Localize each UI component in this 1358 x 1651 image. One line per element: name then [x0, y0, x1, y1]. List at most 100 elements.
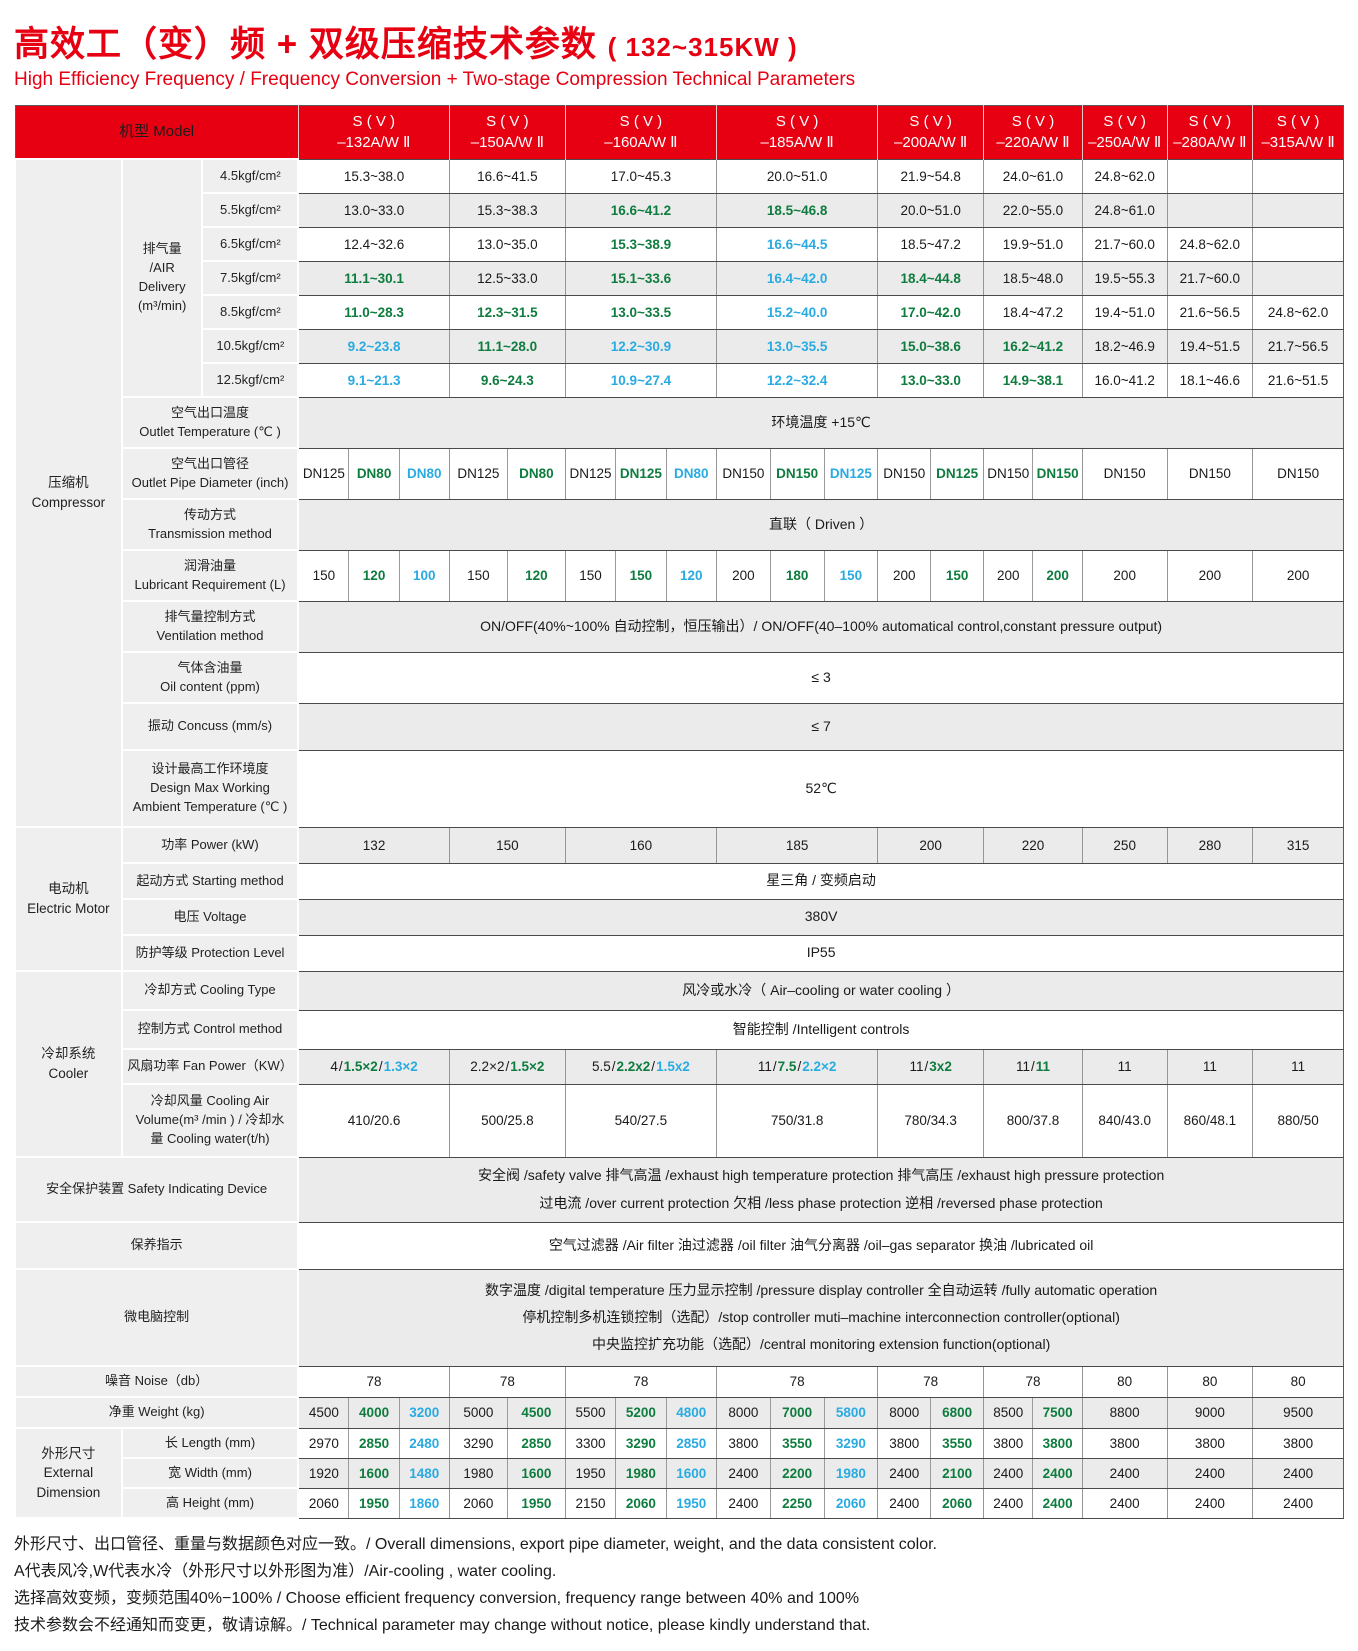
pipe-model-7: DN150 — [1166, 447, 1253, 500]
pressure-label-a75: 7.5kgf/cm² — [201, 260, 300, 296]
noise-model-4: 78 — [877, 1365, 984, 1398]
row-lub: 润滑油量 Lubricant Requirement (L) 150 120 100 1… — [15, 549, 1344, 602]
cell-content: DN150 DN150 DN125 — [717, 448, 877, 499]
value-part: 5.5 — [591, 1059, 611, 1074]
value-part: 13.0~33.5 — [610, 304, 672, 320]
pressure-label-a65: 6.5kgf/cm² — [201, 226, 300, 262]
row-fan: 风扇功率 Fan Power（KW） 4/1.5×2/1.3×2 2.2×2/1.5… — [15, 1048, 1344, 1085]
cair-model-4: 780/34.3 — [877, 1083, 984, 1158]
cell-content — [1253, 160, 1343, 193]
value-part: 15.2~40.0 — [766, 304, 828, 320]
row-noise: 噪音 Noise（db） 78 78 78 78 78 78 80 80 80 — [13, 1365, 1344, 1398]
value-part: 1600 — [348, 1458, 398, 1488]
wid-model-0: 1920 1600 1480 — [297, 1457, 450, 1489]
cair-model-3: 750/31.8 — [715, 1083, 878, 1158]
value-part: DN150 — [1032, 448, 1081, 499]
value-part: 2400 — [1194, 1465, 1225, 1481]
table-header-row: 机型 Model S ( V ) –132A/W Ⅱ S ( V ) –150A/W… — [15, 105, 1344, 159]
value-part: 16.2~41.2 — [1002, 338, 1064, 354]
value-part: 150 — [467, 568, 490, 583]
a85-model-3: 15.2~40.0 — [715, 294, 878, 330]
footnote-3: 选择高效变频，变频范围40%−100% / Choose efficient f… — [14, 1590, 860, 1607]
value-part: 78 — [923, 1374, 939, 1389]
a65-model-4: 18.5~47.2 — [877, 226, 984, 262]
group-label-power: 电动机 Electric Motor — [14, 826, 123, 972]
cell-content: 13.0~33.0 — [299, 194, 449, 227]
a75-model-0: 11.1~30.1 — [297, 260, 450, 296]
cell-content — [1253, 194, 1343, 227]
value-part: 3290 — [463, 1435, 494, 1451]
cell-content: 16.6~44.5 — [717, 228, 877, 261]
value-part: 18.1~46.6 — [1179, 372, 1241, 388]
value-part: 780/34.3 — [904, 1113, 957, 1128]
a75-model-1: 12.5~33.0 — [448, 260, 566, 296]
power-model-8: 315 — [1252, 826, 1344, 864]
row-len: 外形尺寸 External Dimension 长 Length (mm) 2970… — [14, 1427, 1344, 1519]
cell-content: DN150 DN125 — [878, 448, 983, 499]
value-part: 200 — [1032, 550, 1081, 601]
cell-content: 3800 — [1083, 1429, 1167, 1458]
cell-content: 10.9~27.4 — [566, 364, 716, 397]
cell-content: 2970 2850 2480 — [299, 1428, 449, 1458]
cell-content: 11 — [1253, 1050, 1343, 1084]
row-weight: 净重 Weight (kg) 4500 4000 3200 5000 4500 5500 52… — [13, 1396, 1344, 1429]
cell-content: 80 — [1083, 1367, 1167, 1397]
value-part: 1600 — [506, 1458, 565, 1488]
value-part: 8000 — [728, 1405, 759, 1420]
weight-model-4: 8000 6800 — [877, 1396, 984, 1429]
cell-content: 3800 3550 3290 — [717, 1428, 877, 1458]
value-part: 500/25.8 — [481, 1113, 534, 1128]
value-part: 11 — [1202, 1059, 1217, 1074]
cell-content: 20.0~51.0 — [717, 160, 877, 193]
cell-content: 18.5~48.0 — [984, 262, 1082, 295]
cell-content: 11/3x2 — [878, 1050, 983, 1084]
value-part: DN150 — [1188, 466, 1231, 481]
value-part: 18.2~46.9 — [1094, 338, 1155, 354]
a55-model-6: 24.8~61.0 — [1081, 192, 1168, 228]
value-part: DN125 — [302, 466, 345, 481]
hei-model-8: 2400 — [1252, 1487, 1344, 1519]
value-part: 120 — [506, 550, 565, 601]
value-part: 200 — [892, 568, 916, 583]
cell-content: 880/50 — [1253, 1085, 1343, 1157]
cell-content: 4500 4000 3200 — [299, 1397, 449, 1428]
a55-model-1: 15.3~38.3 — [448, 192, 566, 228]
a65-model-8 — [1252, 226, 1344, 262]
page-title-text: 高效工（变）频 + 双级压缩技术参数 — [14, 25, 597, 64]
cell-content: 13.0~35.5 — [717, 330, 877, 363]
cell-content: 16.0~41.2 — [1083, 364, 1167, 397]
value-part: 1950 — [575, 1465, 606, 1481]
value-part: 2850 — [665, 1428, 716, 1458]
lub-model-1: 150 120 — [448, 549, 566, 602]
value-part: 1.5x2 — [656, 1059, 690, 1074]
value-part: 20.0~51.0 — [766, 168, 828, 184]
value-part: 180 — [769, 550, 824, 601]
a105-model-6: 18.2~46.9 — [1081, 328, 1168, 364]
value-part: 3200 — [398, 1397, 449, 1428]
value-part: 200 — [1113, 568, 1136, 583]
cell-content: 16.4~42.0 — [717, 262, 877, 295]
a75-model-7: 21.7~60.0 — [1166, 260, 1253, 296]
value-part: 5000 — [463, 1405, 494, 1420]
value-part: 6800 — [930, 1397, 983, 1428]
lub-model-0: 150 120 100 — [297, 549, 450, 602]
value-part: 3800 — [889, 1435, 920, 1451]
a125-model-5: 14.9~38.1 — [983, 362, 1083, 398]
cair-model-5: 800/37.8 — [983, 1083, 1083, 1158]
cell-content: 78 — [984, 1367, 1082, 1397]
value-part: DN125 — [457, 466, 500, 481]
value-part: 8800 — [1109, 1405, 1140, 1420]
value-part: 2850 — [506, 1428, 565, 1458]
a105-model-3: 13.0~35.5 — [715, 328, 878, 364]
value-part: DN80 — [398, 448, 449, 499]
value-design: 52℃ — [297, 749, 1344, 828]
value-part: 200 — [997, 568, 1020, 583]
cell-content: 200 150 — [878, 550, 983, 601]
a85-model-0: 11.0~28.3 — [297, 294, 450, 330]
value-part: 24.0~61.0 — [1002, 168, 1064, 184]
value-part: 13.0~35.5 — [766, 338, 828, 354]
cell-content: 5500 5200 4800 — [566, 1397, 716, 1428]
cell-content: 17.0~45.3 — [566, 160, 716, 193]
value-part: 220 — [1021, 837, 1045, 853]
value-prot: IP55 — [297, 934, 1344, 972]
